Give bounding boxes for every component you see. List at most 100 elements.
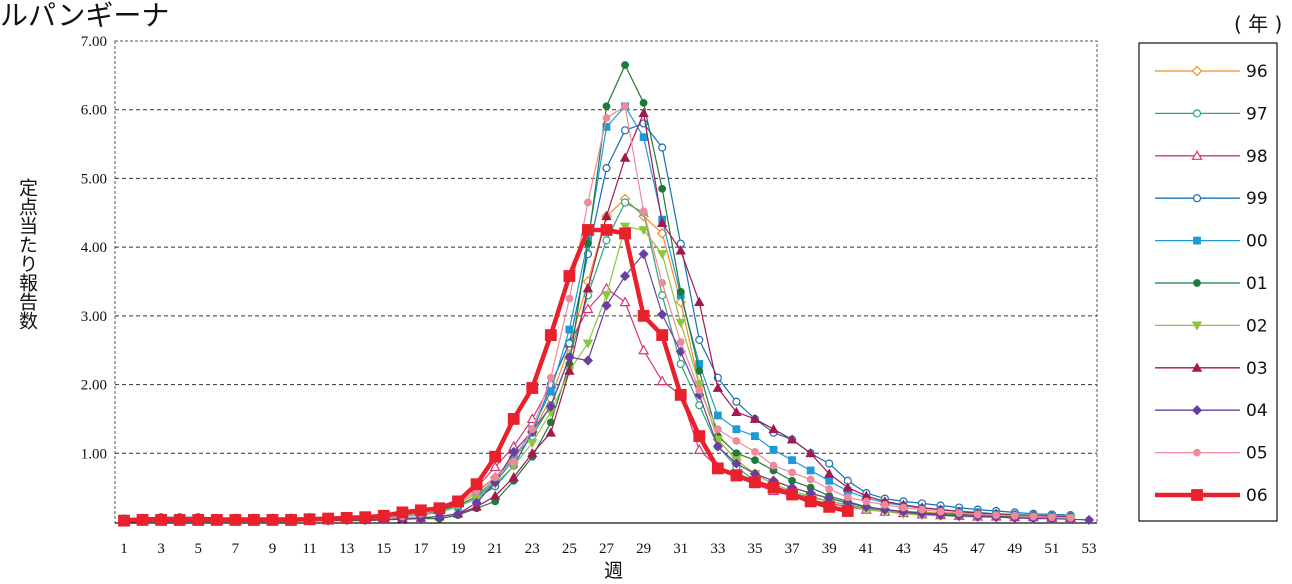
point-05 xyxy=(806,475,815,484)
point-06 xyxy=(248,514,260,526)
point-01 xyxy=(621,61,629,69)
point-02 xyxy=(601,291,612,301)
legend-marker-99 xyxy=(1192,194,1202,203)
point-03 xyxy=(545,427,557,437)
x-tick-label: 35 xyxy=(747,541,762,557)
x-tick-label: 33 xyxy=(710,541,725,557)
point-06 xyxy=(452,495,464,508)
y-tick-label: 7.00 xyxy=(81,34,107,50)
point-01 xyxy=(602,102,611,111)
point-05 xyxy=(918,505,926,514)
point-03 xyxy=(842,482,853,492)
point-05 xyxy=(825,485,834,493)
point-06 xyxy=(303,513,316,526)
point-04 xyxy=(508,446,519,457)
point-00 xyxy=(788,456,796,465)
point-06 xyxy=(674,388,687,401)
point-06 xyxy=(266,514,279,526)
y-tick-label: 6.00 xyxy=(81,103,107,119)
point-06 xyxy=(582,224,594,236)
legend-marker-02 xyxy=(1191,321,1203,331)
point-04 xyxy=(619,270,631,282)
point-05 xyxy=(788,468,796,477)
point-98 xyxy=(526,413,538,424)
point-99 xyxy=(825,459,834,468)
x-tick-label: 45 xyxy=(933,541,948,557)
x-tick-label: 37 xyxy=(785,541,801,557)
point-99 xyxy=(695,335,704,345)
series-06 xyxy=(118,224,854,527)
point-05 xyxy=(899,503,908,512)
point-03 xyxy=(508,472,519,482)
x-tick-label: 13 xyxy=(339,541,354,557)
chart-title: ルパンギーナ xyxy=(0,0,170,32)
legend-label-03: 03 xyxy=(1246,359,1268,379)
point-06 xyxy=(693,430,706,443)
point-98 xyxy=(638,344,650,355)
point-01 xyxy=(751,456,759,465)
point-05 xyxy=(565,294,574,303)
point-03 xyxy=(712,382,724,392)
x-tick-label: 1 xyxy=(120,541,128,557)
point-03 xyxy=(749,413,761,423)
point-00 xyxy=(806,466,815,475)
point-06 xyxy=(637,309,650,322)
legend-box xyxy=(1138,42,1278,522)
point-97 xyxy=(658,291,667,300)
point-02 xyxy=(619,222,631,232)
point-05 xyxy=(769,461,778,470)
point-05 xyxy=(676,338,685,346)
point-02 xyxy=(527,439,538,449)
x-tick-label: 9 xyxy=(269,541,277,557)
series-line-06 xyxy=(123,227,849,523)
point-04 xyxy=(471,497,482,508)
point-06 xyxy=(786,488,798,501)
point-05 xyxy=(880,500,889,509)
point-03 xyxy=(489,490,501,500)
legend-label-05: 05 xyxy=(1246,444,1268,464)
point-06 xyxy=(804,495,817,508)
point-06 xyxy=(767,481,780,494)
legend-label-97: 97 xyxy=(1246,104,1268,124)
point-00 xyxy=(713,411,722,420)
y-tick-label: 5.00 xyxy=(81,171,107,187)
point-04 xyxy=(657,309,668,320)
point-05 xyxy=(992,511,1001,520)
point-05 xyxy=(602,114,611,122)
point-00 xyxy=(546,387,555,396)
point-06 xyxy=(619,227,631,240)
legend-marker-00 xyxy=(1193,236,1201,245)
point-04 xyxy=(861,501,872,512)
point-05 xyxy=(955,509,963,517)
point-05 xyxy=(528,425,537,434)
legend-label-96: 96 xyxy=(1246,62,1268,82)
legend-unit-label: ( 年 ) xyxy=(1234,12,1283,36)
series-line-00 xyxy=(124,105,1071,521)
point-02 xyxy=(656,250,668,260)
point-06 xyxy=(155,514,168,526)
point-02 xyxy=(675,318,686,329)
series-line-02 xyxy=(124,225,1071,521)
series-96 xyxy=(118,193,1076,526)
legend-label-99: 99 xyxy=(1246,189,1268,209)
legend-label-02: 02 xyxy=(1246,316,1268,336)
point-03 xyxy=(564,365,575,375)
point-06 xyxy=(600,224,613,236)
point-03 xyxy=(638,107,649,118)
point-06 xyxy=(192,514,205,526)
point-99 xyxy=(732,397,741,406)
point-04 xyxy=(545,401,556,412)
point-06 xyxy=(730,469,743,482)
legend-marker-06 xyxy=(1191,489,1203,501)
point-04 xyxy=(712,441,723,452)
x-tick-label: 47 xyxy=(970,541,986,557)
point-98 xyxy=(656,375,668,386)
point-05 xyxy=(584,198,592,207)
point-03 xyxy=(731,406,742,416)
point-06 xyxy=(544,329,557,341)
point-05 xyxy=(639,207,648,216)
point-98 xyxy=(619,296,631,307)
legend-marker-98 xyxy=(1191,150,1203,160)
